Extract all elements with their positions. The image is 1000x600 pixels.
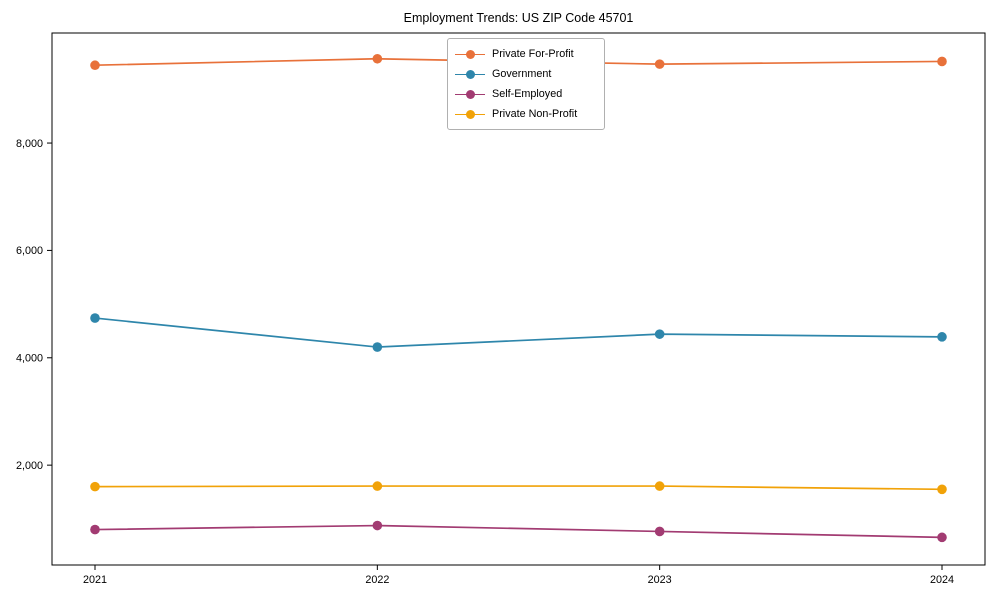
series-line (94, 485, 943, 491)
legend-item: Self-Employed (455, 84, 596, 104)
legend-label: Private For-Profit (492, 48, 574, 60)
series-line (94, 317, 943, 348)
data-point (937, 56, 947, 67)
data-point (654, 329, 665, 339)
legend: Private For-Profit Government Self-Employe… (447, 38, 605, 130)
data-point (372, 481, 383, 491)
legend-marker-icon (455, 49, 485, 59)
y-tick-label: 6,000 (16, 245, 43, 257)
series-line (94, 524, 943, 539)
legend-dot-icon (465, 89, 475, 99)
x-tick-label: 2023 (648, 574, 672, 586)
plot-border (51, 32, 986, 566)
legend-item: Private Non-Profit (455, 104, 596, 124)
data-point (90, 524, 100, 535)
data-point (937, 532, 947, 543)
data-point (90, 60, 100, 71)
x-tick-label: 2024 (930, 574, 954, 586)
legend-marker-icon (455, 109, 485, 119)
y-tick-label: 2,000 (16, 460, 43, 472)
legend-marker-icon (455, 69, 485, 79)
x-tick-label: 2022 (365, 574, 389, 586)
data-point (90, 313, 100, 323)
data-point (654, 59, 665, 69)
legend-item: Government (455, 64, 596, 84)
x-tick-label: 2021 (83, 574, 107, 586)
data-point (937, 332, 947, 342)
data-point (90, 481, 100, 492)
y-tick-label: 8,000 (16, 138, 43, 150)
legend-item: Private For-Profit (455, 44, 596, 64)
legend-label: Private Non-Profit (492, 108, 578, 120)
data-point (654, 526, 665, 537)
legend-dot-icon (465, 49, 475, 59)
data-point (937, 484, 947, 495)
data-point (372, 342, 383, 352)
data-point (372, 53, 383, 64)
legend-marker-icon (455, 89, 485, 99)
legend-dot-icon (465, 69, 475, 79)
legend-dot-icon (465, 109, 475, 119)
chart-title: Employment Trends: US ZIP Code 45701 (403, 11, 634, 25)
legend-label: Government (492, 68, 552, 80)
data-point (654, 481, 665, 491)
y-tick-label: 4,000 (16, 353, 43, 365)
data-point (372, 520, 383, 531)
legend-label: Self-Employed (492, 88, 563, 100)
